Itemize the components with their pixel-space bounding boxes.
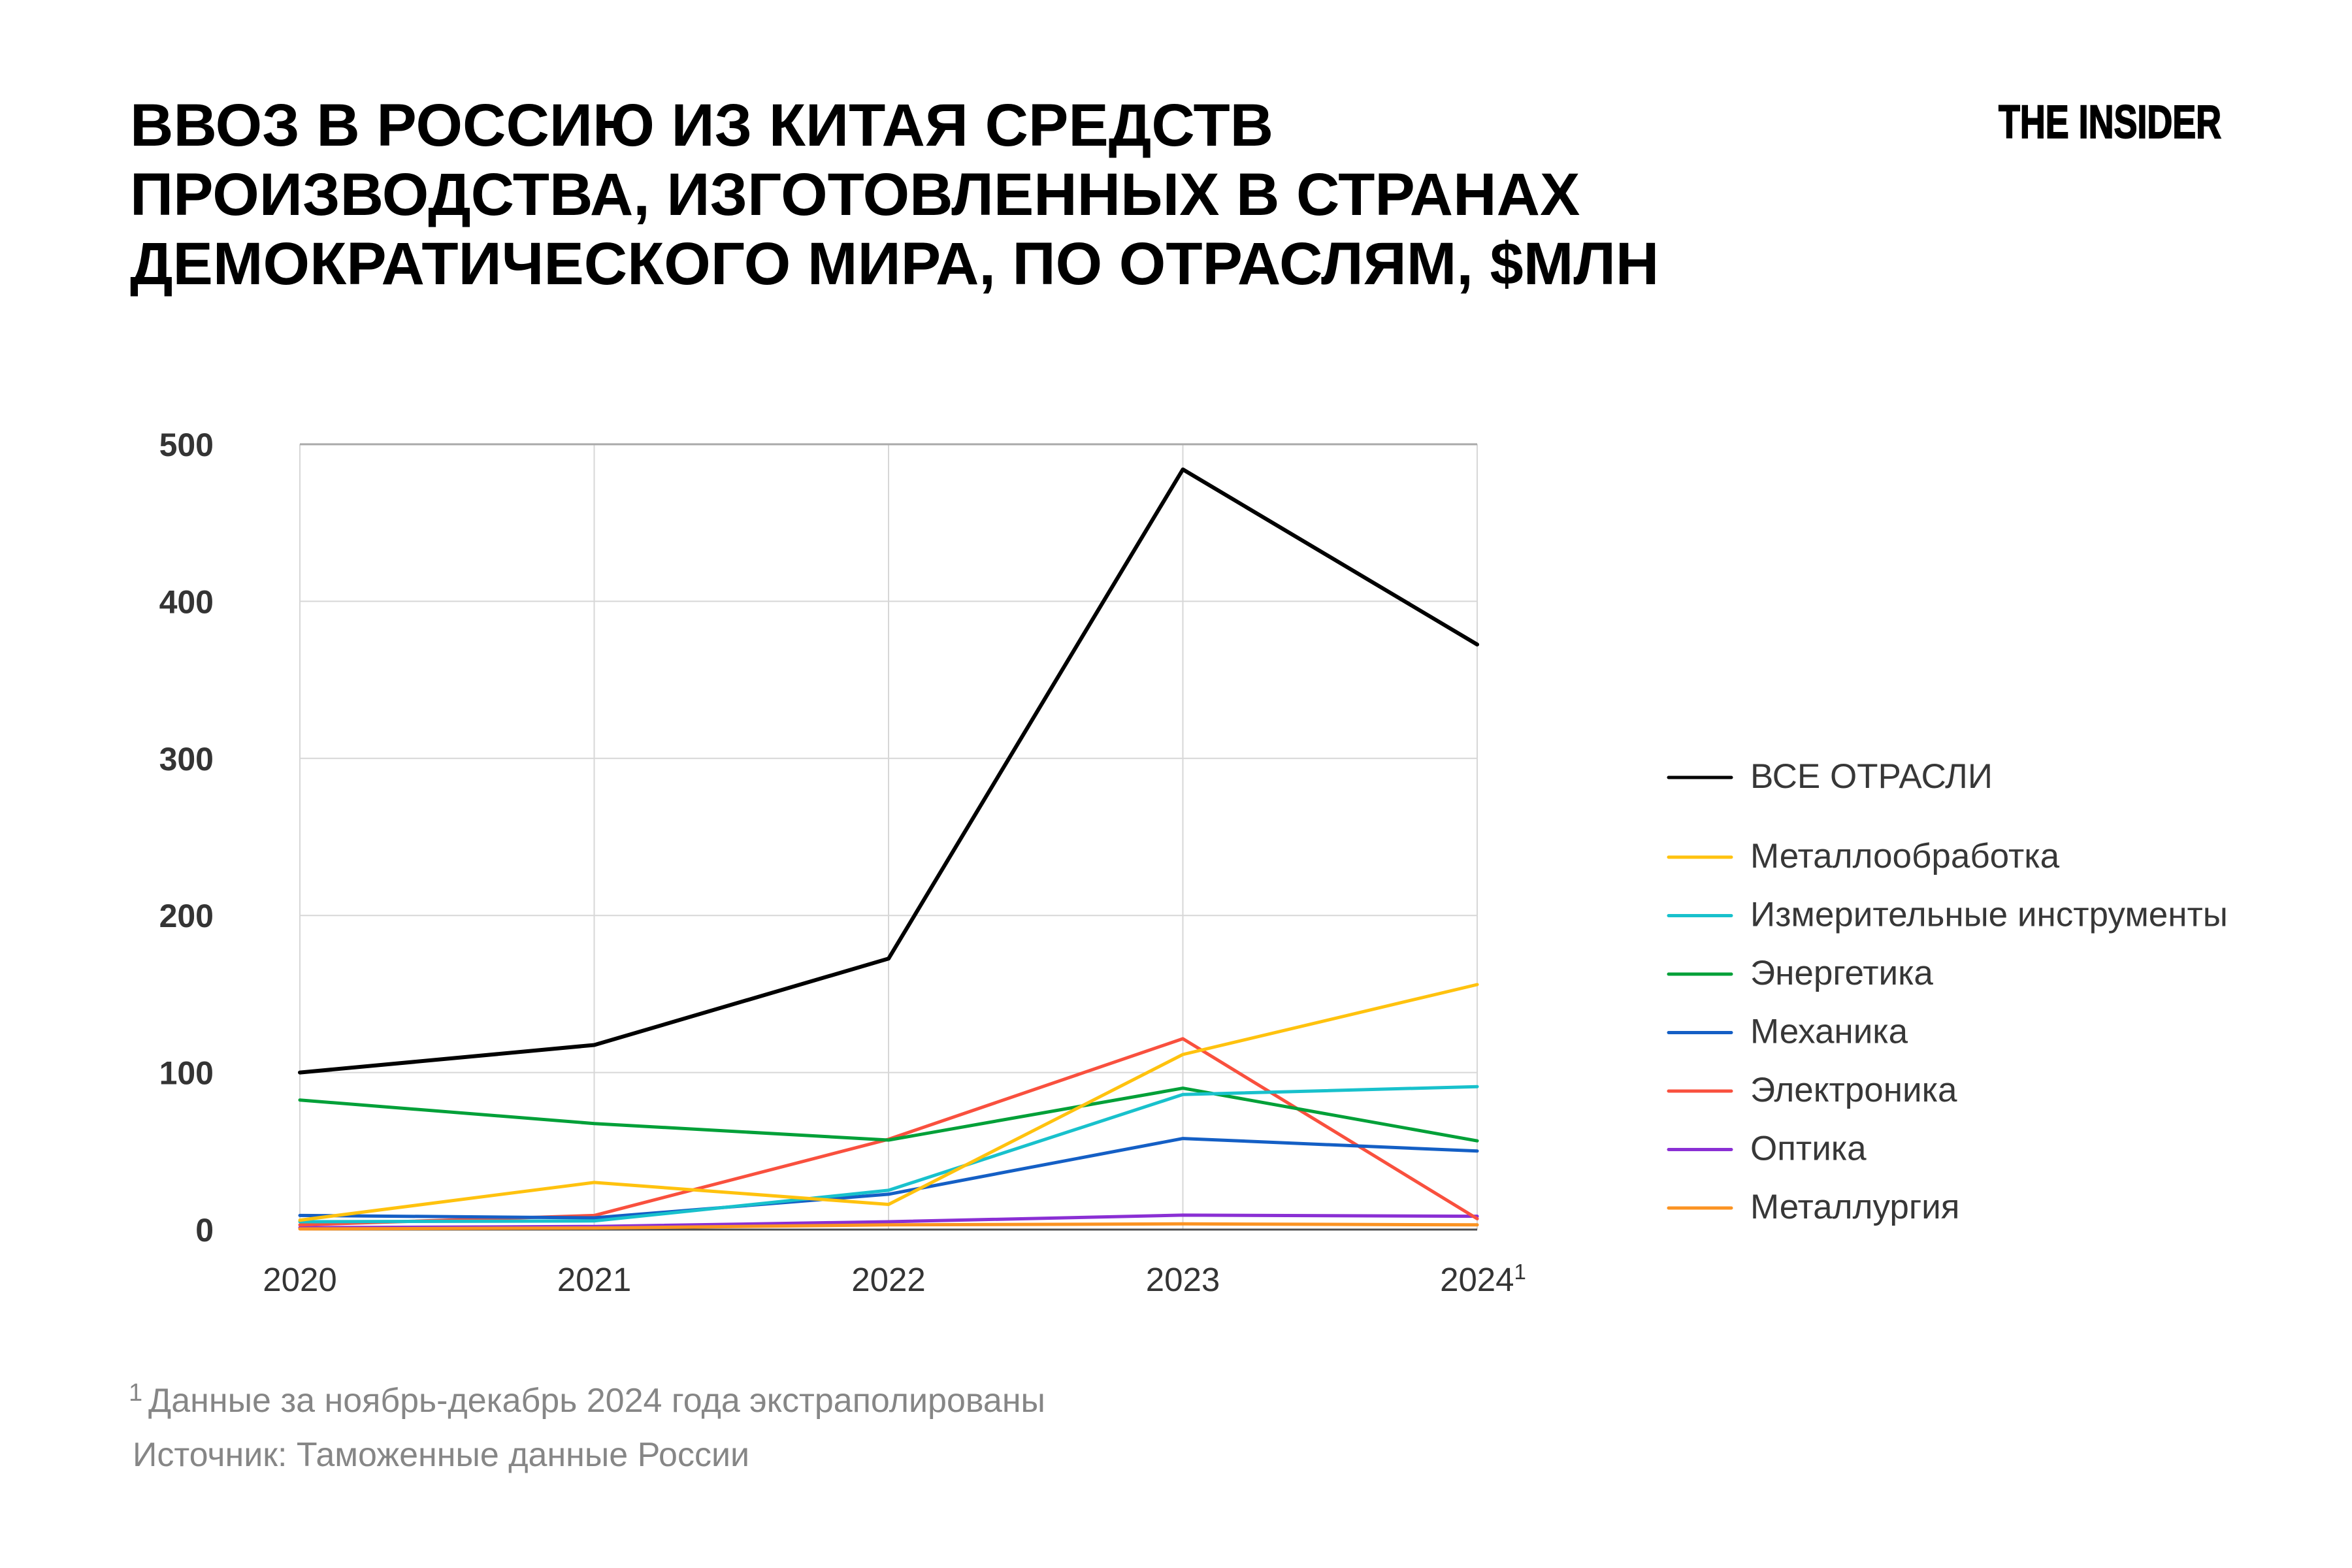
svg-text:300: 300 <box>159 741 214 777</box>
svg-text:Источник: Таможенные данные Ро: Источник: Таможенные данные России <box>133 1436 749 1474</box>
svg-text:2023: 2023 <box>1146 1261 1220 1298</box>
svg-text:Измерительные инструменты: Измерительные инструменты <box>1750 896 2228 934</box>
svg-text:Энергетика: Энергетика <box>1750 954 1933 992</box>
svg-text:400: 400 <box>159 583 214 620</box>
svg-text:Механика: Механика <box>1750 1013 1908 1051</box>
svg-text:2020: 2020 <box>263 1261 336 1298</box>
svg-text:ДЕМОКРАТИЧЕСКОГО МИРА, ПО ОТРА: ДЕМОКРАТИЧЕСКОГО МИРА, ПО ОТРАСЛЯМ, $МЛН <box>130 231 1659 297</box>
svg-text:2022: 2022 <box>851 1261 925 1298</box>
svg-text:THE INSIDER: THE INSIDER <box>1999 97 2221 148</box>
svg-text:Данные за ноябрь-декабрь 2024: Данные за ноябрь-декабрь 2024 года экстр… <box>148 1382 1045 1420</box>
svg-text:ВСЕ ОТРАСЛИ: ВСЕ ОТРАСЛИ <box>1750 757 1993 796</box>
svg-text:20241: 20241 <box>1440 1260 1526 1298</box>
svg-text:100: 100 <box>159 1055 214 1092</box>
svg-text:200: 200 <box>159 898 214 934</box>
svg-text:0: 0 <box>195 1212 214 1249</box>
svg-text:Электроника: Электроника <box>1750 1071 1957 1109</box>
svg-text:1: 1 <box>129 1379 142 1407</box>
svg-text:2021: 2021 <box>557 1261 631 1298</box>
svg-text:ВВОЗ В РОССИЮ ИЗ КИТАЯ СРЕДСТВ: ВВОЗ В РОССИЮ ИЗ КИТАЯ СРЕДСТВ <box>130 92 1273 159</box>
svg-text:Оптика: Оптика <box>1750 1130 1867 1168</box>
svg-text:ПРОИЗВОДСТВА, ИЗГОТОВЛЕННЫХ В: ПРОИЗВОДСТВА, ИЗГОТОВЛЕННЫХ В СТРАНАХ <box>130 161 1580 228</box>
svg-text:500: 500 <box>159 427 214 463</box>
svg-text:Металлообработка: Металлообработка <box>1750 837 2060 875</box>
svg-text:Металлургия: Металлургия <box>1750 1188 1959 1226</box>
